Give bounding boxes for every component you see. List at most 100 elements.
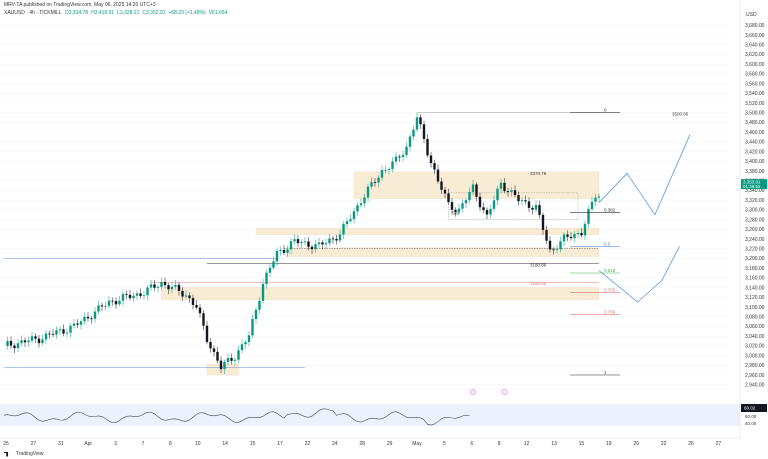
event-flag-icon[interactable] xyxy=(501,388,508,396)
candle-body xyxy=(583,223,587,236)
x-tick-label: 31 xyxy=(58,441,64,447)
candle-body xyxy=(167,285,170,290)
candle-body xyxy=(237,350,240,360)
candle-body xyxy=(464,200,468,204)
y-tick-label: 3,480.00 xyxy=(745,120,765,126)
x-tick-label: 28 xyxy=(359,441,365,447)
event-flag-icon[interactable] xyxy=(469,388,477,396)
x-tick-label: 13 xyxy=(551,441,557,447)
candle-body xyxy=(580,233,583,236)
candle-body xyxy=(377,177,380,183)
candle-body xyxy=(139,293,142,296)
projection-path-lower xyxy=(598,246,680,303)
y-tick-label: 3,320.00 xyxy=(745,198,765,204)
y-tick-label: 3,420.00 xyxy=(745,149,765,155)
candle-body xyxy=(191,298,195,305)
sell-annotation: Sell xyxy=(452,211,460,216)
candle-body xyxy=(429,155,433,164)
candle-body xyxy=(258,300,261,310)
candle-body xyxy=(415,117,419,130)
candle-body xyxy=(48,333,51,335)
candle-body xyxy=(37,338,41,344)
y-tick-label: 3,040.00 xyxy=(745,334,765,340)
candle-body xyxy=(202,313,205,326)
candle-body xyxy=(20,340,23,344)
candle-body xyxy=(275,250,279,262)
last-price-label: 3,353.91 xyxy=(743,180,761,185)
x-tick-label: 17 xyxy=(277,441,283,447)
y-tick-label: 3,520.00 xyxy=(745,101,765,107)
candle-body xyxy=(142,295,146,297)
y-tick-label: 3,460.00 xyxy=(745,130,765,136)
y-tick-label: 3,200.00 xyxy=(745,256,765,262)
candle-body xyxy=(398,156,401,158)
candle-body xyxy=(545,229,548,241)
candle-body xyxy=(321,242,324,245)
candle-body xyxy=(405,146,408,155)
candle-body xyxy=(352,211,356,220)
candle-body xyxy=(524,200,527,202)
candle-body xyxy=(485,210,489,215)
candle-body xyxy=(478,196,482,208)
candle-body xyxy=(489,208,492,215)
open-value: O3,334.78 xyxy=(64,10,89,16)
candle-body xyxy=(597,196,601,198)
candle-body xyxy=(566,234,569,237)
price-zone xyxy=(255,228,600,235)
last-price-countdown: 01:39:52 xyxy=(743,184,761,189)
candle-body xyxy=(27,340,30,343)
fib-level-label: 0.618 xyxy=(604,268,616,273)
low-value: L3,328.21 xyxy=(117,10,140,16)
candle-body xyxy=(44,333,48,340)
symbol-name: XAUUSD · 4h · TICKMILL xyxy=(4,10,62,16)
candle-body xyxy=(380,170,384,178)
candle-body xyxy=(555,249,559,251)
candle-body xyxy=(384,169,387,171)
candle-body xyxy=(296,239,300,244)
rsi-level-label: 40.00 xyxy=(745,421,757,426)
candle-body xyxy=(366,186,370,198)
close-value: C3,352.91 xyxy=(142,10,166,16)
candle-body xyxy=(482,207,485,211)
candle-body xyxy=(391,161,394,169)
candle-body xyxy=(520,200,524,202)
price-tag-label: 3151.65 xyxy=(530,281,547,286)
candle-body xyxy=(496,188,499,201)
candle-body xyxy=(373,182,377,183)
candle-body xyxy=(111,300,114,302)
candle-body xyxy=(100,305,104,307)
candle-body xyxy=(83,316,86,322)
candle-body xyxy=(174,284,177,287)
candle-body xyxy=(342,224,345,235)
y-tick-label: 3,600.00 xyxy=(745,62,765,68)
candle-body xyxy=(443,189,447,194)
rsi-value-label: 60.02 xyxy=(744,406,756,411)
fib-level-label: 1 xyxy=(604,370,607,375)
y-tick-label: 3,060.00 xyxy=(745,324,765,330)
x-tick-label: 22 xyxy=(305,441,311,447)
candle-body xyxy=(576,233,580,235)
candle-body xyxy=(440,181,443,190)
candle-body xyxy=(471,184,475,192)
candle-body xyxy=(104,305,107,307)
rsi-value-badge xyxy=(741,404,767,412)
y-tick-label: 3,680.00 xyxy=(745,23,765,29)
candle-body xyxy=(230,358,233,361)
candle-body xyxy=(23,340,27,343)
candle-body xyxy=(349,219,352,222)
y-tick-label: 3,220.00 xyxy=(745,247,765,253)
candle-body xyxy=(387,168,391,170)
x-tick-label: 8 xyxy=(498,441,501,447)
candle-body xyxy=(534,205,538,210)
y-tick-label: 3,300.00 xyxy=(745,208,765,214)
x-tick-label: 5 xyxy=(443,441,446,447)
candle-body xyxy=(370,182,373,187)
fib-level-label: 0.382 xyxy=(604,207,616,212)
x-tick-label: 26 xyxy=(688,441,694,447)
candle-body xyxy=(261,283,265,301)
candle-body xyxy=(125,294,128,295)
candle-body xyxy=(412,129,415,137)
candle-body xyxy=(510,190,513,193)
x-tick-label: May xyxy=(412,441,422,447)
